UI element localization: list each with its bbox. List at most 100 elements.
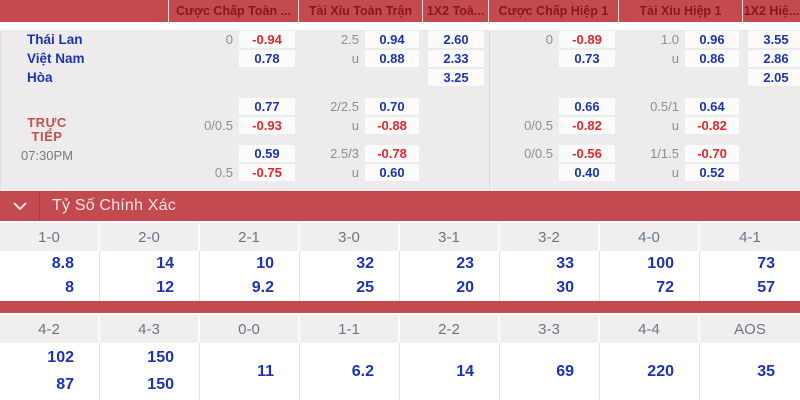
score-odd[interactable]: 57 <box>757 279 775 297</box>
odds-row-live: 0.59 2.5/3 -0.78 0/0.5 -0.56 1/1.5 -0.70 <box>1 144 800 163</box>
score-odd[interactable]: 102 <box>47 349 74 366</box>
odds-value[interactable]: 2.86 <box>748 50 800 67</box>
score-odd[interactable]: 33 <box>556 254 574 272</box>
odds-row-draw: Hòa 3.25 2.05 <box>1 68 800 87</box>
odds-value[interactable]: 0.40 <box>559 164 615 181</box>
goal-line-label: u <box>351 165 359 180</box>
odds-value[interactable]: -0.78 <box>365 145 419 162</box>
score-odd[interactable]: 10 <box>256 254 274 272</box>
score-odd[interactable]: 69 <box>556 362 574 380</box>
score-odd[interactable]: 220 <box>647 362 674 380</box>
odds-value[interactable]: -0.94 <box>239 31 295 48</box>
score-odd[interactable]: 150 <box>147 349 174 366</box>
score-odd[interactable]: 20 <box>456 279 474 297</box>
score-odds-cell: 33 30 <box>500 251 600 301</box>
odds-value[interactable]: 3.25 <box>428 69 484 86</box>
odds-cell-overunder-h1: 0.5/1 0.64 <box>619 97 743 116</box>
odds-value[interactable]: 3.55 <box>748 31 800 48</box>
score-odd[interactable]: 73 <box>757 254 775 272</box>
score-odds-cell: 32 25 <box>300 251 400 301</box>
score-odd[interactable]: 25 <box>356 279 374 297</box>
column-header-1x2-ft: 1X2 Toà... <box>422 0 488 22</box>
odds-value[interactable]: -0.93 <box>239 117 295 134</box>
score-odd[interactable]: 14 <box>456 362 474 380</box>
odds-cell-handicap-ft: 0 -0.94 <box>169 30 299 49</box>
odds-value[interactable]: 0.59 <box>239 145 295 162</box>
odds-value[interactable]: -0.89 <box>559 31 615 48</box>
odds-value[interactable]: 0.88 <box>365 50 419 67</box>
odds-cell-overunder-h1: u 0.86 <box>619 49 743 68</box>
score-label: 1-1 <box>300 315 400 343</box>
score-odd[interactable]: 23 <box>456 254 474 272</box>
odds-value[interactable]: -0.88 <box>365 117 419 134</box>
score-label: AOS <box>734 320 766 338</box>
score-odd[interactable]: 87 <box>56 376 74 393</box>
match-time: 07:30PM <box>20 148 74 163</box>
score-odds-cell: 100 72 <box>600 251 700 301</box>
score-odd[interactable]: 12 <box>156 279 174 297</box>
team-name-home: Thái Lan <box>27 32 83 47</box>
odds-cell-handicap-h1: 0/0.5 -0.56 <box>489 144 619 163</box>
handicap-label: 0/0.5 <box>204 118 233 133</box>
odds-cell-handicap-ft: 0.77 <box>169 97 299 116</box>
odds-value[interactable]: -0.75 <box>239 164 295 181</box>
score-odd[interactable]: 35 <box>757 362 775 380</box>
odds-cell-overunder-h1: u -0.82 <box>619 116 743 135</box>
column-header-handicap-ft: Cược Chấp Toàn ... <box>168 0 298 22</box>
odds-value[interactable]: 0.94 <box>365 31 419 48</box>
odds-value[interactable]: 2.60 <box>428 31 484 48</box>
score-odd[interactable]: 32 <box>356 254 374 272</box>
odds-value[interactable]: -0.56 <box>559 145 615 162</box>
odds-cell-1x2-h1: 2.05 <box>743 68 800 87</box>
score-odd[interactable]: 8 <box>65 279 74 297</box>
header-spacer <box>0 0 168 22</box>
odds-value[interactable]: 0.60 <box>365 164 419 181</box>
odds-value[interactable]: 2.05 <box>748 69 800 86</box>
odds-value[interactable]: 0.64 <box>685 98 739 115</box>
correct-score-section-bar[interactable]: Tỷ Số Chính Xác <box>0 191 800 221</box>
odds-value[interactable]: -0.70 <box>685 145 739 162</box>
odds-value[interactable]: 0.78 <box>239 50 295 67</box>
score-odds-cell: 150 150 <box>100 343 200 400</box>
odds-value[interactable]: 0.77 <box>239 98 295 115</box>
column-header-1x2-h1: 1X2 Hiệ... <box>742 0 800 22</box>
score-odds-cell: 10 9.2 <box>200 251 300 301</box>
odds-value[interactable]: 0.73 <box>559 50 615 67</box>
odds-value[interactable]: -0.82 <box>559 117 615 134</box>
odds-cell-handicap-ft: 0.5 -0.75 <box>169 163 299 182</box>
section-separator <box>0 301 800 313</box>
collapse-toggle[interactable] <box>0 191 40 221</box>
odds-value[interactable]: 0.52 <box>685 164 739 181</box>
odds-cell-overunder-ft: u 0.60 <box>299 163 423 182</box>
odds-row-away: Việt Nam 0.78 u 0.88 2.33 0.73 u 0.86 2.… <box>1 49 800 68</box>
score-odd[interactable]: 14 <box>156 254 174 272</box>
section-title: Tỷ Số Chính Xác <box>52 197 176 214</box>
column-header-overunder-ft: Tài Xỉu Toàn Trận <box>298 0 422 22</box>
team-name-away: Việt Nam <box>27 51 85 66</box>
score-label: 4-1 <box>739 228 761 246</box>
odds-value[interactable]: 2.33 <box>428 50 484 67</box>
score-odd[interactable]: 150 <box>147 376 174 393</box>
odds-table: Thái Lan 0 -0.94 2.5 0.94 2.60 0 -0.89 1… <box>0 30 800 191</box>
odds-value[interactable]: 0.70 <box>365 98 419 115</box>
odds-cell-handicap-h1: 0.40 <box>489 163 619 182</box>
score-odds-cell: 35 <box>700 343 800 400</box>
score-label: 3-0 <box>300 223 400 251</box>
score-odd[interactable]: 72 <box>656 279 674 297</box>
odds-value[interactable]: 0.86 <box>685 50 739 67</box>
score-odd[interactable]: 30 <box>556 279 574 297</box>
section-divider <box>489 30 490 191</box>
score-odd[interactable]: 11 <box>257 362 274 380</box>
odds-value[interactable]: 0.96 <box>685 31 739 48</box>
odds-value[interactable]: 0.66 <box>559 98 615 115</box>
odds-cell-1x2-ft: 3.25 <box>423 68 489 87</box>
odds-value[interactable]: -0.82 <box>685 117 739 134</box>
score-odd[interactable]: 9.2 <box>251 279 274 297</box>
score-odd[interactable]: 8.8 <box>51 254 74 272</box>
odds-cell-handicap-h1: 0 -0.89 <box>489 30 619 49</box>
odds-cell-1x2-h1: 3.55 <box>743 30 800 49</box>
odds-cell-overunder-ft: u 0.88 <box>299 49 423 68</box>
score-odd[interactable]: 100 <box>647 254 674 272</box>
score-odd[interactable]: 6.2 <box>351 362 374 380</box>
goal-line-label: u <box>671 51 679 66</box>
